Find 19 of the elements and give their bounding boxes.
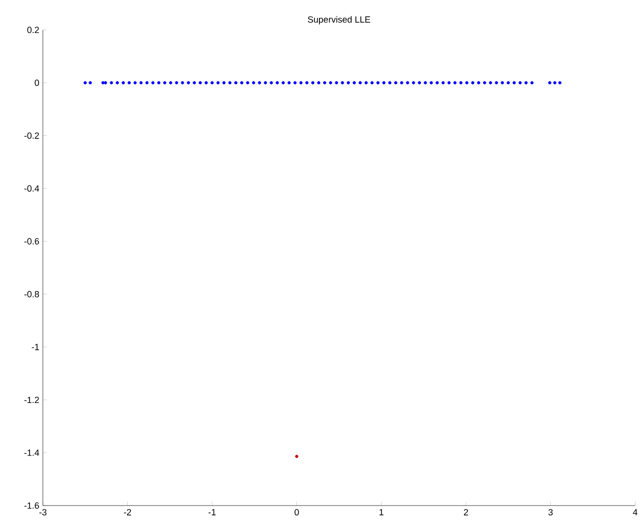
x-tick-label: -2 — [124, 509, 132, 516]
y-tick-label: -1.4 — [24, 450, 40, 456]
x-tick-label: -1 — [208, 509, 216, 516]
y-tick-label: 0 — [34, 80, 40, 86]
chart-title: Supervised LLE — [308, 16, 370, 25]
x-tick-label: -3 — [39, 509, 46, 516]
y-tick-label: -0.8 — [24, 291, 39, 298]
y-tick-label: -0.2 — [24, 132, 39, 140]
x-tick-label: 4 — [632, 509, 638, 516]
y-tick-label: -1.6 — [24, 502, 39, 509]
y-tick-label: -1.2 — [24, 396, 39, 404]
y-tick-label: 0.2 — [27, 26, 39, 34]
x-tick-label: 0 — [294, 509, 299, 516]
y-tick-label: -0.6 — [24, 238, 39, 245]
x-tick-label: 2 — [464, 509, 468, 516]
y-tick-label: -1 — [32, 344, 39, 350]
x-tick-label: 1 — [380, 509, 384, 516]
x-tick-label: 3 — [548, 509, 553, 516]
y-tick-label: -0.4 — [24, 186, 40, 192]
